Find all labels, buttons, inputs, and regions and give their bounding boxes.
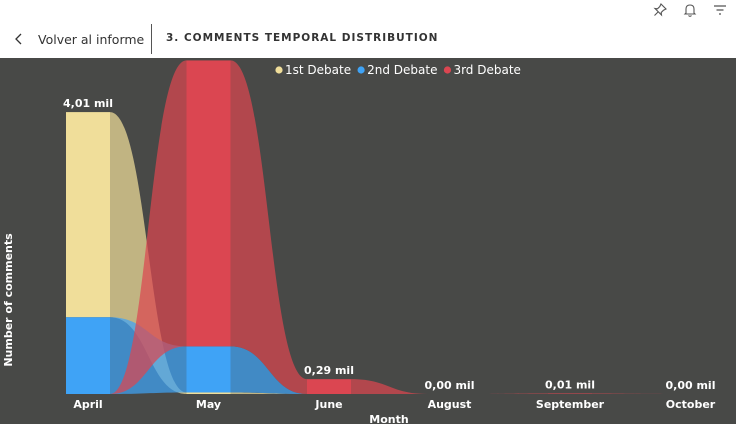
bar-2nd-debate-may[interactable] xyxy=(186,346,231,393)
ribbon-3rd-debate-0[interactable] xyxy=(110,60,187,394)
x-tick-label: June xyxy=(314,398,342,411)
header-actions xyxy=(652,2,728,20)
filter-icon[interactable] xyxy=(712,2,728,20)
legend-marker xyxy=(275,66,283,74)
report-header: Volver al informe 3. COMMENTS TEMPORAL D… xyxy=(0,0,736,58)
legend-label: 1st Debate xyxy=(285,63,351,77)
legend-marker xyxy=(357,66,365,74)
ribbon-2nd-debate-1[interactable] xyxy=(230,346,308,394)
x-tick-label: October xyxy=(666,398,716,411)
page-title: 3. COMMENTS TEMPORAL DISTRIBUTION xyxy=(166,32,439,44)
header-divider xyxy=(151,24,152,54)
bar-1st-debate-may[interactable] xyxy=(186,392,231,394)
x-tick-label: May xyxy=(196,398,221,411)
bell-icon[interactable] xyxy=(682,2,698,20)
ribbon-3rd-debate-4[interactable] xyxy=(592,393,669,394)
back-label: Volver al informe xyxy=(38,31,145,47)
data-label: 0,00 mil xyxy=(666,379,716,392)
data-label: 0,29 mil xyxy=(304,364,354,377)
bar-3rd-debate-june[interactable] xyxy=(307,379,351,394)
bar-2nd-debate-april[interactable] xyxy=(66,317,110,394)
legend-item-3rd-debate[interactable]: 3rd Debate xyxy=(443,63,521,77)
data-label: 4,01 mil xyxy=(63,97,113,110)
bar-1st-debate-april[interactable] xyxy=(66,112,110,318)
legend-label: 2nd Debate xyxy=(367,63,437,77)
data-label: 0,01 mil xyxy=(545,378,595,391)
back-to-report-button[interactable]: Volver al informe xyxy=(14,30,144,48)
legend-item-2nd-debate[interactable]: 2nd Debate xyxy=(357,63,437,77)
x-tick-label: August xyxy=(428,398,472,411)
pin-icon[interactable] xyxy=(652,2,668,20)
data-label: 0,00 mil xyxy=(425,379,475,392)
chart-legend: 1st Debate 2nd Debate 3rd Debate xyxy=(275,63,521,77)
ribbons-layer xyxy=(110,60,669,394)
legend-marker xyxy=(443,66,452,74)
legend-item-1st-debate[interactable]: 1st Debate xyxy=(275,63,351,77)
ribbon-1st-debate-1[interactable] xyxy=(230,392,308,394)
back-chevron-icon xyxy=(15,33,22,45)
x-axis-title: Month xyxy=(369,413,408,424)
ribbon-3rd-debate-3[interactable] xyxy=(471,393,549,394)
ribbon-3rd-debate-2[interactable] xyxy=(351,379,428,394)
x-tick-label: April xyxy=(73,398,102,411)
bar-3rd-debate-may[interactable] xyxy=(186,60,231,347)
bars-layer xyxy=(66,60,592,394)
x-tick-label: September xyxy=(536,398,605,411)
ribbon-3rd-debate-1[interactable] xyxy=(230,60,308,394)
y-axis-title: Number of comments xyxy=(2,233,15,367)
legend-label: 3rd Debate xyxy=(453,63,520,77)
bar-3rd-debate-september[interactable] xyxy=(548,393,592,394)
